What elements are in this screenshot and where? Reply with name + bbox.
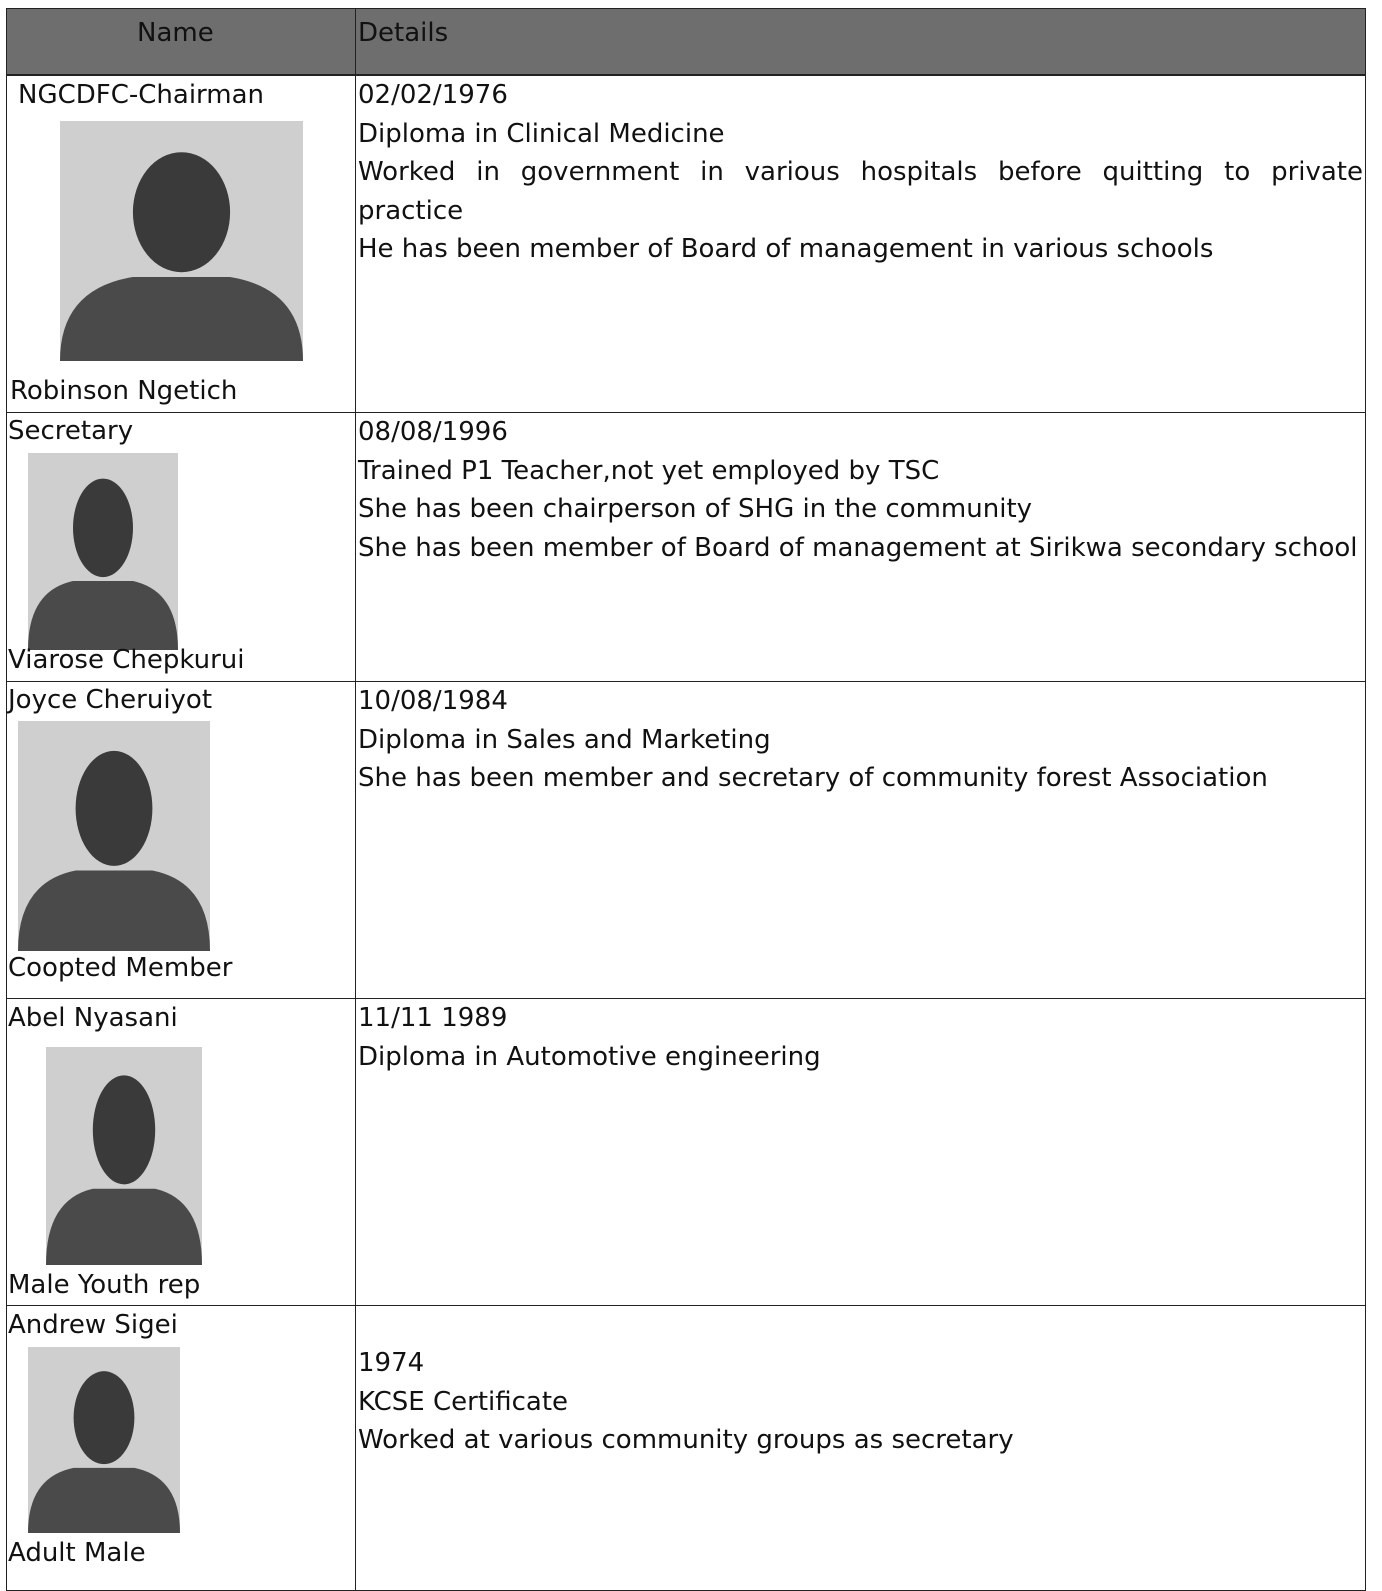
role-label: Secretary xyxy=(8,416,134,446)
detail-line: Diploma in Sales and Marketing xyxy=(358,724,771,755)
header-cell: Name xyxy=(6,8,356,75)
details: 08/08/1996 Trained P1 Teacher,not yet emp… xyxy=(358,413,1363,567)
person-label: Robinson Ngetich xyxy=(10,376,238,406)
details: 10/08/1984 Diploma in Sales and Marketing… xyxy=(358,682,1363,798)
header-details: Details xyxy=(358,18,449,48)
detail-line: She has been member and secretary of com… xyxy=(358,763,1268,793)
detail-line: She has been chairperson of SHG in the c… xyxy=(358,494,1033,524)
person-label: Coopted Member xyxy=(8,953,233,983)
photo xyxy=(28,1347,180,1533)
details: 1974 KCSE Certificate Worked at various co… xyxy=(358,1344,1363,1460)
role-label: NGCDFC-Chairman xyxy=(18,80,265,110)
photo xyxy=(28,453,178,650)
person-label: Male Youth rep xyxy=(8,1270,201,1300)
details: 02/02/1976 Diploma in Clinical Medicine Wo… xyxy=(358,76,1363,269)
role-label: Joyce Cheruiyot xyxy=(8,685,213,715)
role-label: Andrew Sigei xyxy=(8,1310,178,1340)
detail-line: He has been member of Board of managemen… xyxy=(358,234,1214,264)
detail-line: Trained P1 Teacher,not yet employed by T… xyxy=(358,455,940,486)
detail-line: Worked at various community groups as se… xyxy=(358,1425,1014,1455)
details: 11/11 1989 Diploma in Automotive engineer… xyxy=(358,999,1363,1076)
photo xyxy=(60,121,303,361)
header-cell: Details xyxy=(355,8,1366,75)
detail-line: 1974 xyxy=(358,1348,425,1378)
photo xyxy=(18,721,210,951)
detail-line: KCSE Certificate xyxy=(358,1386,569,1417)
person-label: Viarose Chepkurui xyxy=(8,645,245,675)
detail-line: Diploma in Automotive engineering xyxy=(358,1041,821,1072)
detail-line: 02/02/1976 xyxy=(358,80,508,110)
person-label: Adult Male xyxy=(8,1538,146,1568)
header-name: Name xyxy=(137,18,214,48)
detail-line: 08/08/1996 xyxy=(358,417,508,447)
detail-line: Diploma in Clinical Medicine xyxy=(358,118,725,149)
role-label: Abel Nyasani xyxy=(8,1003,178,1033)
photo xyxy=(46,1047,202,1265)
detail-line: 11/11 1989 xyxy=(358,1003,508,1033)
detail-line: Worked in government in various hospital… xyxy=(358,157,1363,226)
detail-line: She has been member of Board of manageme… xyxy=(358,532,1358,563)
detail-line: 10/08/1984 xyxy=(358,686,508,716)
